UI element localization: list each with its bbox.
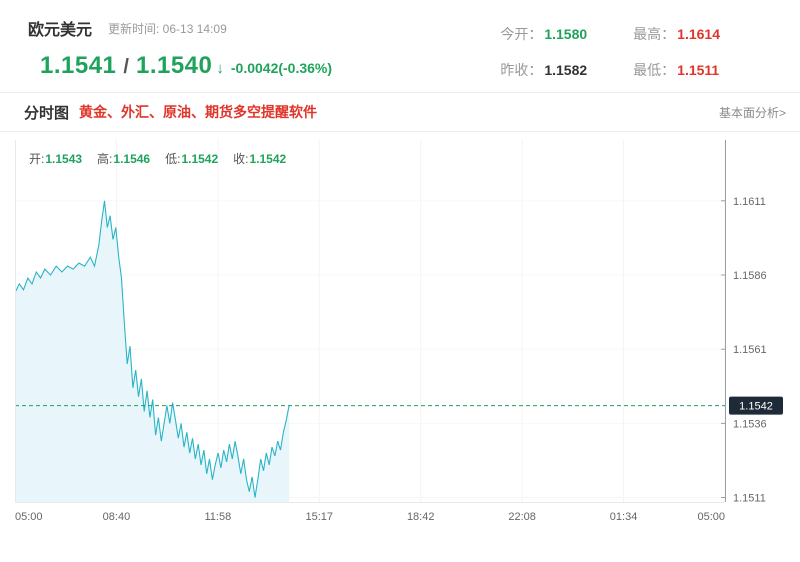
promo-link[interactable]: 黄金、外汇、原油、期货多空提醒软件 [79,104,318,120]
quote-header: 欧元美元 更新时间: 06-13 14:09 1.1541 / 1.1540 ↓… [0,0,800,92]
svg-text:1.1511: 1.1511 [733,493,766,505]
quote-header-left: 欧元美元 更新时间: 06-13 14:09 1.1541 / 1.1540 ↓… [28,16,332,80]
stat-low-label: 最低： [633,62,676,78]
forex-quote-page: 欧元美元 更新时间: 06-13 14:09 1.1541 / 1.1540 ↓… [0,0,800,538]
ohlc-open: 开:1.1543 [29,152,83,166]
ohlc-close: 收:1.1542 [233,152,287,166]
stat-prev-close: 昨收： 1.1582 [500,60,587,80]
intraday-chart-panel: 开:1.1543 高:1.1546 低:1.1542 收:1.1542 1.16… [15,140,790,538]
tab-intraday-chart[interactable]: 分时图 [24,104,70,122]
stat-high: 最高： 1.1614 [633,24,720,44]
svg-text:01:34: 01:34 [610,511,638,523]
svg-text:18:42: 18:42 [407,511,435,523]
svg-text:1.1611: 1.1611 [733,196,766,208]
stat-open-value: 1.1580 [544,26,588,42]
svg-text:05:00: 05:00 [15,511,43,523]
stat-open: 今开： 1.1580 [500,24,587,44]
svg-text:1.1561: 1.1561 [733,344,767,356]
symbol-title: 欧元美元 [28,22,93,39]
svg-text:05:00: 05:00 [697,511,725,523]
price-separator: / [123,56,129,78]
price-row: 1.1541 / 1.1540 ↓ -0.0042(-0.36%) [28,52,332,80]
chart-toolbar: 分时图 黄金、外汇、原油、期货多空提醒软件 基本面分析> [0,92,800,132]
stat-open-label: 今开： [500,26,543,42]
stat-high-value: 1.1614 [677,26,720,42]
ohlc-legend: 开:1.1543 高:1.1546 低:1.1542 收:1.1542 [29,150,286,167]
price-ask: 1.1540 [135,52,213,79]
stat-prev-close-label: 昨收： [500,62,543,78]
stat-low-value: 1.1511 [677,62,720,78]
ohlc-high: 高:1.1546 [97,152,151,166]
title-row: 欧元美元 更新时间: 06-13 14:09 [28,16,332,40]
svg-text:15:17: 15:17 [306,511,334,523]
price-bid: 1.1541 [40,52,117,79]
ohlc-low: 低:1.1542 [165,152,219,166]
svg-text:1.1586: 1.1586 [733,270,767,282]
stat-low: 最低： 1.1511 [633,60,720,80]
svg-text:08:40: 08:40 [103,511,131,523]
svg-text:1.1542: 1.1542 [739,401,773,413]
price-change: -0.0042(-0.36%) [230,60,333,76]
update-time: 更新时间: 06-13 14:09 [108,21,227,36]
fundamental-analysis-link[interactable]: 基本面分析> [718,105,786,120]
price-chart-svg[interactable]: 1.1611 1.1586 1.1561 1.1536 1.1511 1.1542 05:0… [15,140,790,532]
svg-text:22:08: 22:08 [508,511,536,523]
quote-stats: 今开： 1.1580 最高： 1.1614 昨收： 1.1582 最低： 1.1511 [500,24,720,80]
svg-text:11:58: 11:58 [204,511,231,523]
stat-prev-close-value: 1.1582 [544,62,588,78]
svg-text:1.1536: 1.1536 [733,418,767,430]
down-arrow-icon: ↓ [216,60,224,77]
stat-high-label: 最高： [633,26,676,42]
